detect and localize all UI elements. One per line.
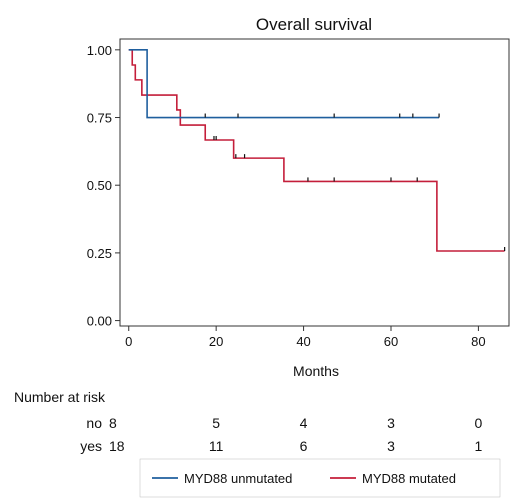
legend-box <box>139 458 501 498</box>
y-tick-label: 0.50 <box>87 178 112 193</box>
x-tick-label: 40 <box>296 334 310 349</box>
x-tick-label: 20 <box>209 334 223 349</box>
risk-count: 3 <box>387 438 395 454</box>
legend: MYD88 unmutated MYD88 mutated <box>152 471 456 486</box>
risk-row-label: yes <box>80 438 102 454</box>
risk-count: 11 <box>209 438 224 454</box>
x-tick-label: 0 <box>125 334 132 349</box>
chart-title: Overall survival <box>256 15 372 34</box>
censor-marks <box>204 113 506 252</box>
risk-table: no 8 5 4 3 0 yes 18 11 6 3 1 <box>80 415 482 454</box>
survival-curve-myd88-unmutated <box>128 49 440 119</box>
risk-count: 5 <box>212 415 220 431</box>
risk-count: 8 <box>109 415 117 431</box>
legend-label: MYD88 mutated <box>362 471 456 486</box>
legend-label: MYD88 unmutated <box>184 471 292 486</box>
y-tick-label: 0.75 <box>87 111 112 126</box>
risk-count: 18 <box>109 438 125 454</box>
x-tick-label: 80 <box>471 334 485 349</box>
survival-curve-myd88-mutated <box>128 49 505 252</box>
plot-frame <box>119 38 510 327</box>
risk-table-title: Number at risk <box>14 389 106 405</box>
risk-row-label: no <box>86 415 102 431</box>
risk-count: 0 <box>475 415 483 431</box>
y-tick-label: 0.25 <box>87 246 112 261</box>
risk-count: 4 <box>300 415 308 431</box>
survival-curves <box>128 49 505 252</box>
x-tick-label: 60 <box>384 334 398 349</box>
y-tick-label: 0.00 <box>87 314 112 329</box>
risk-count: 3 <box>387 415 395 431</box>
risk-count: 1 <box>475 438 483 454</box>
risk-count: 6 <box>300 438 308 454</box>
y-tick-label: 1.00 <box>87 43 112 58</box>
x-axis-label: Months <box>293 363 339 379</box>
axes: 0 20 40 60 80 0.00 0.25 0.50 0.75 1.00 <box>87 43 486 349</box>
